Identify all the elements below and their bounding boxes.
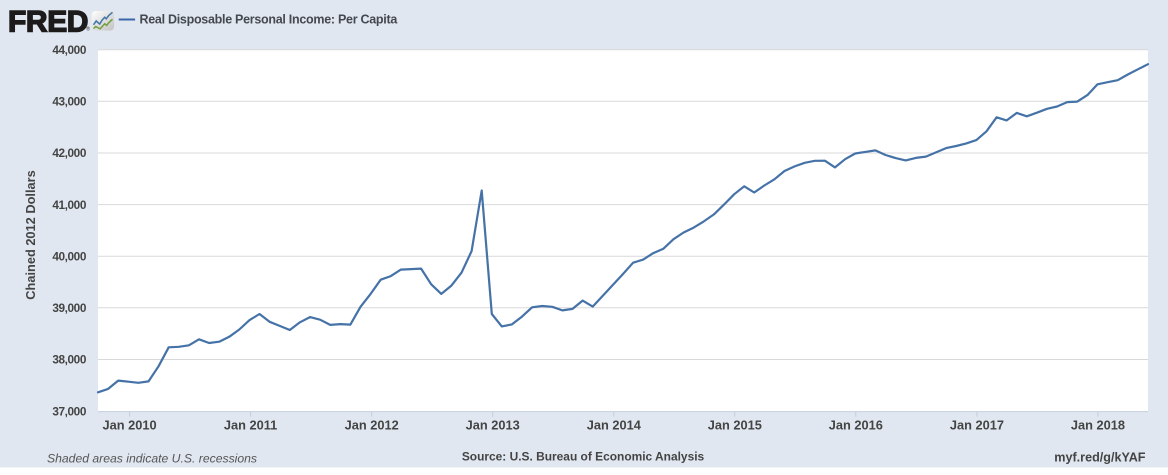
svg-text:37,000: 37,000 (52, 404, 87, 418)
svg-text:44,000: 44,000 (52, 43, 87, 57)
svg-text:Jan 2013: Jan 2013 (466, 418, 520, 433)
svg-text:39,000: 39,000 (52, 301, 87, 315)
svg-text:Jan 2016: Jan 2016 (829, 418, 883, 433)
svg-text:®: ® (86, 26, 90, 33)
svg-text:Jan 2012: Jan 2012 (345, 418, 399, 433)
svg-text:Jan 2011: Jan 2011 (224, 418, 277, 433)
svg-text:myf.red/g/kYAF: myf.red/g/kYAF (1054, 451, 1146, 465)
svg-text:43,000: 43,000 (52, 95, 87, 109)
svg-text:Chained 2012 Dollars: Chained 2012 Dollars (23, 170, 38, 299)
svg-text:Shaded areas indicate U.S. rec: Shaded areas indicate U.S. recessions (47, 452, 257, 466)
svg-text:Jan 2018: Jan 2018 (1071, 418, 1125, 433)
svg-text:Source: U.S. Bureau of Economi: Source: U.S. Bureau of Economic Analysis (462, 450, 705, 464)
svg-text:Jan 2010: Jan 2010 (103, 418, 157, 433)
svg-text:41,000: 41,000 (52, 198, 87, 212)
svg-text:Jan 2017: Jan 2017 (950, 418, 1004, 433)
svg-text:FRED: FRED (8, 5, 88, 38)
svg-text:40,000: 40,000 (52, 249, 87, 263)
svg-text:Jan 2015: Jan 2015 (708, 418, 762, 433)
svg-text:42,000: 42,000 (52, 146, 87, 160)
svg-text:Jan 2014: Jan 2014 (587, 418, 642, 433)
svg-text:Real Disposable Personal Incom: Real Disposable Personal Income: Per Cap… (140, 13, 399, 27)
svg-text:38,000: 38,000 (52, 353, 87, 367)
